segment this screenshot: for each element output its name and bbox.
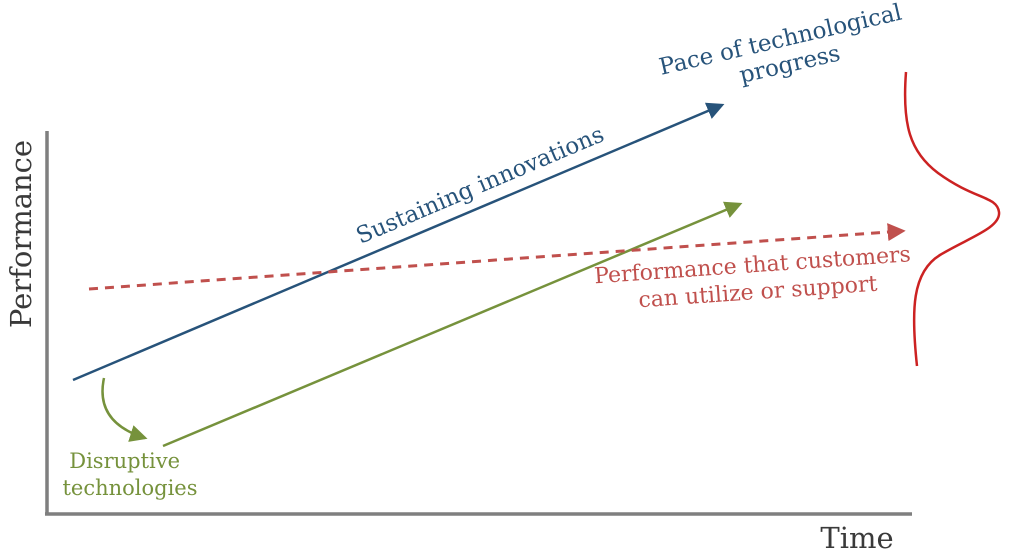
customer-performance-arrow [88,223,906,291]
sustaining-innovations-arrow [72,102,725,382]
pace-of-progress-label: Pace of technological progress [657,0,918,106]
demand-distribution-curve [903,71,1001,367]
disruptive-label-line2: technologies [62,476,197,500]
disruptive-pointer-arrow [101,377,148,442]
disruptive-technologies-label: Disruptive technologies [62,449,197,500]
disruptive-technologies-arrow [162,201,743,448]
x-axis-label: Time [820,521,893,555]
y-axis-label: Performance [4,140,38,328]
disruptive-label-line1: Disruptive [69,449,180,473]
sustaining-innovations-label: Sustaining innovations [353,122,608,250]
customer-performance-label: Performance that customers can utilize o… [593,242,920,316]
